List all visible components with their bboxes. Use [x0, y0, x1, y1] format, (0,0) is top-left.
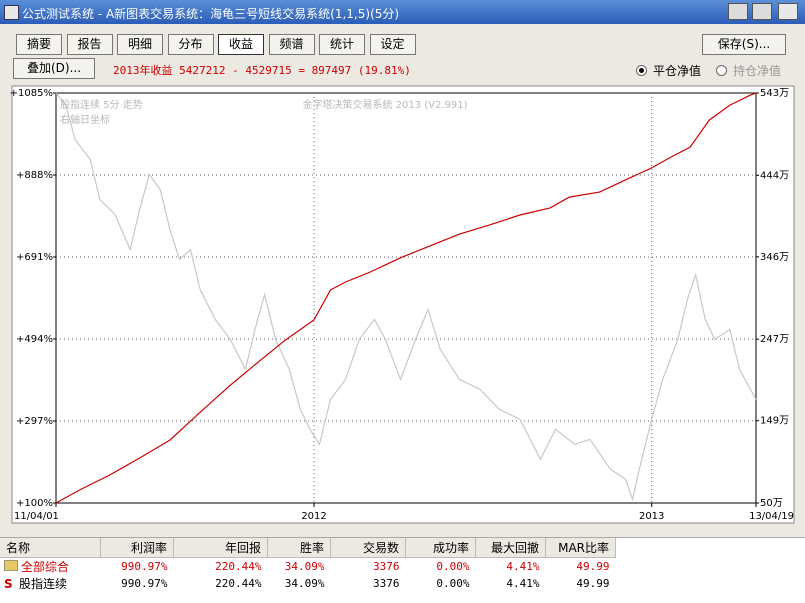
table-cell: 990.97%: [101, 575, 174, 592]
tab-button[interactable]: 摘要: [16, 34, 62, 55]
y-tick-label: +691%: [16, 252, 53, 263]
radio-label: 平仓净值: [653, 64, 702, 78]
cell-text: 0.00%: [436, 560, 470, 573]
save-button[interactable]: 保存(S)...: [702, 34, 786, 55]
tab-button[interactable]: 报告: [66, 34, 113, 55]
cell-text: 3376: [373, 577, 400, 590]
table-cell: 3376: [331, 575, 406, 592]
table-cell: 4.41%: [476, 575, 546, 592]
table-cell: 0.00%: [406, 575, 476, 592]
table-cell: S 股指连续: [0, 575, 101, 592]
y2-tick-label: 346万: [760, 252, 789, 263]
cell-text: 220.44%: [215, 560, 262, 573]
annotation: 右轴日坐标: [60, 113, 110, 126]
tab-button[interactable]: 设定: [369, 34, 416, 55]
cell-text: 49.99: [576, 560, 610, 573]
table-row[interactable]: S 股指连续 990.97% 220.44% 34.09% 3376 0.00% 4.41% 4…: [0, 575, 616, 592]
summary-text: 2013年收益 5427212 - 4529715 = 897497 (19.8…: [113, 64, 411, 77]
y2-tick-label: 444万: [760, 170, 789, 181]
tab-button[interactable]: 分布: [167, 34, 214, 55]
line-series: [55, 92, 757, 502]
radio-label: 持仓净值: [733, 64, 782, 78]
app-icon: [4, 5, 19, 20]
radio-dot: [636, 65, 647, 76]
close-button[interactable]: [778, 3, 798, 20]
radio-option[interactable]: 平仓净值: [636, 62, 701, 79]
column-header[interactable]: 成功率: [405, 538, 476, 558]
column-header[interactable]: 交易数: [330, 538, 406, 558]
table-row[interactable]: 全部综合 990.97% 220.44% 34.09% 3376 0.00% 4.41% 49…: [0, 558, 616, 576]
column-header[interactable]: 利润率: [100, 538, 174, 558]
cell-text: 股指连续: [19, 577, 68, 591]
table-cell: 全部综合: [0, 558, 101, 576]
overlay-button[interactable]: 叠加(D)...: [13, 58, 95, 79]
x-tick-label: 13/04/19: [749, 511, 794, 522]
plot-area: [55, 92, 757, 504]
tab-button[interactable]: 明细: [117, 34, 163, 55]
y2-tick-label: 50万: [760, 498, 783, 509]
cell-text: 3376: [373, 560, 400, 573]
cell-text: 34.09%: [284, 560, 325, 573]
column-header[interactable]: 年回报: [173, 538, 268, 558]
table-cell: 34.09%: [268, 558, 331, 576]
cell-text: 34.09%: [284, 577, 325, 590]
table-cell: 220.44%: [174, 558, 268, 576]
tab-button[interactable]: 频谱: [268, 34, 315, 55]
cell-text: 4.41%: [506, 560, 540, 573]
table-cell: 4.41%: [476, 558, 546, 576]
table-cell: 49.99: [546, 575, 616, 592]
table-cell: 0.00%: [406, 558, 476, 576]
cell-text: 全部综合: [21, 560, 70, 574]
x-tick-label: 11/04/01: [14, 511, 59, 522]
stats-table: 名称 利润率 年回报 胜率 交易数 成功率 最大回撤 MAR比率全部综合 990.97% 220.…: [0, 537, 805, 603]
y2-tick-label: 247万: [760, 334, 789, 345]
table-cell: 3376: [331, 558, 406, 576]
maximize-button[interactable]: [752, 3, 772, 20]
column-header[interactable]: 胜率: [267, 538, 331, 558]
row-icon: S: [4, 577, 13, 591]
y-tick-label: +494%: [16, 334, 53, 345]
row-icon: [4, 560, 18, 571]
tab-button[interactable]: 收益: [218, 34, 264, 55]
window-title: 公式测试系统 - A新图表交易系统：海龟三号短线交易系统(1,1,5)(5分): [22, 7, 400, 21]
y-tick-label: +1085%: [10, 88, 53, 99]
x-tick-label: 2013: [639, 511, 664, 522]
header-row: 名称 利润率 年回报 胜率 交易数 成功率 最大回撤 MAR比率: [0, 538, 616, 558]
minimize-button[interactable]: [728, 3, 748, 20]
tab-button[interactable]: 统计: [319, 34, 365, 55]
y-tick-label: +888%: [16, 170, 53, 181]
x-tick-label: 2012: [301, 511, 326, 522]
y-tick-label: +297%: [16, 416, 53, 427]
title-bar: 公式测试系统 - A新图表交易系统：海龟三号短线交易系统(1,1,5)(5分): [0, 0, 805, 24]
table: 名称 利润率 年回报 胜率 交易数 成功率 最大回撤 MAR比率全部综合 990.97% 220.…: [0, 538, 616, 592]
chart: +1085% +888% +691% +494% +297% +100% 543万 444万 3…: [10, 85, 795, 524]
cell-text: 220.44%: [215, 577, 262, 590]
y2-tick-label: 149万: [760, 416, 789, 427]
table-cell: 990.97%: [101, 558, 174, 576]
table-cell: 49.99: [546, 558, 616, 576]
radio-dot: [716, 65, 727, 76]
table-cell: 220.44%: [174, 575, 268, 592]
cell-text: 4.41%: [506, 577, 540, 590]
column-header[interactable]: MAR比率: [545, 538, 616, 558]
annotation: 股指连续 5分 走势: [60, 98, 143, 111]
line-series: [55, 92, 757, 504]
cell-text: 0.00%: [436, 577, 470, 590]
cell-text: 990.97%: [121, 560, 168, 573]
table-cell: 34.09%: [268, 575, 331, 592]
cell-text: 49.99: [576, 577, 610, 590]
column-header[interactable]: 最大回撤: [475, 538, 546, 558]
radio-option[interactable]: 持仓净值: [716, 62, 781, 79]
cell-text: 990.97%: [121, 577, 168, 590]
annotation: 金字塔决策交易系统 2013 (V2.991): [302, 98, 467, 111]
y-tick-label: +100%: [16, 498, 53, 509]
y2-tick-label: 543万: [760, 88, 789, 99]
column-header[interactable]: 名称: [0, 538, 101, 558]
